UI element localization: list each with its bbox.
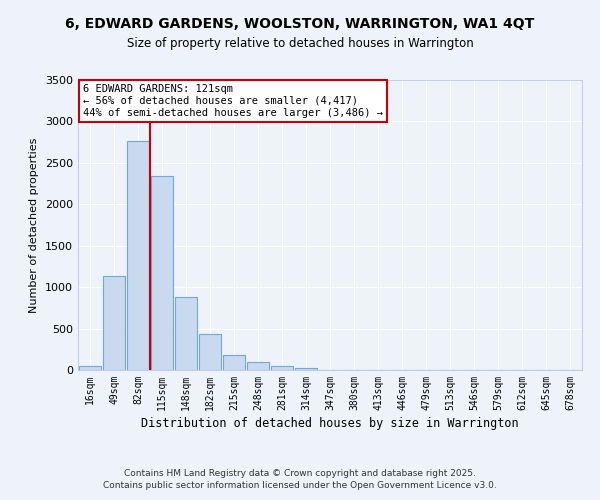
Bar [199, 334, 221, 370]
Bar [271, 366, 293, 370]
Bar [223, 354, 245, 370]
Bar [295, 368, 317, 370]
Text: Contains HM Land Registry data © Crown copyright and database right 2025.: Contains HM Land Registry data © Crown c… [124, 468, 476, 477]
Bar [247, 362, 269, 370]
Y-axis label: Number of detached properties: Number of detached properties [29, 138, 40, 312]
Bar [127, 142, 149, 370]
Bar [103, 276, 125, 370]
Text: Size of property relative to detached houses in Warrington: Size of property relative to detached ho… [127, 38, 473, 51]
Bar [151, 176, 173, 370]
Text: 6, EDWARD GARDENS, WOOLSTON, WARRINGTON, WA1 4QT: 6, EDWARD GARDENS, WOOLSTON, WARRINGTON,… [65, 18, 535, 32]
X-axis label: Distribution of detached houses by size in Warrington: Distribution of detached houses by size … [141, 417, 519, 430]
Bar [175, 297, 197, 370]
Bar [79, 366, 101, 370]
Text: Contains public sector information licensed under the Open Government Licence v3: Contains public sector information licen… [103, 481, 497, 490]
Text: 6 EDWARD GARDENS: 121sqm
← 56% of detached houses are smaller (4,417)
44% of sem: 6 EDWARD GARDENS: 121sqm ← 56% of detach… [83, 84, 383, 117]
